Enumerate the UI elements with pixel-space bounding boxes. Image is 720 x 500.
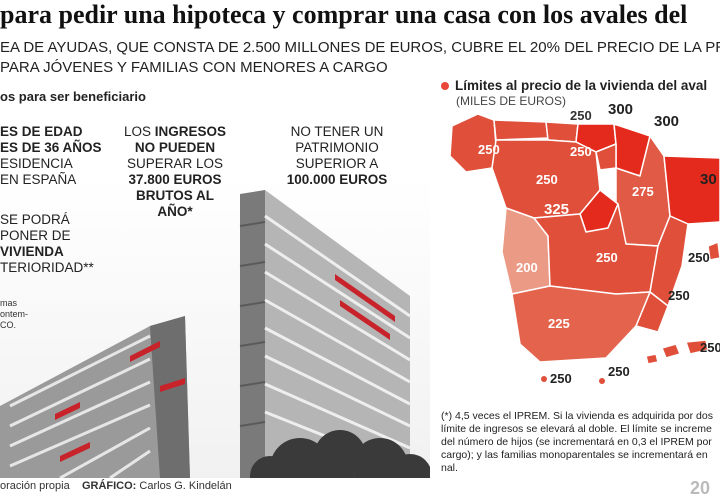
- headline: para pedir una hipoteca y comprar una ca…: [0, 0, 688, 29]
- property-line-2: PONER DE: [0, 228, 71, 243]
- property-line-3: VIVIENDA: [0, 244, 64, 259]
- label-extremadura: 200: [516, 260, 538, 275]
- label-andalucia: 225: [548, 316, 570, 331]
- income-line-4: 37.800 EUROS: [128, 172, 222, 187]
- region-canarias-1: [661, 343, 681, 359]
- spain-map: 250 250 250 300 300 250 325 275 30 200 2…: [449, 101, 720, 386]
- photo-caption-l3: CO.: [0, 320, 17, 330]
- region-canarias-2: [685, 339, 709, 355]
- label-aragon: 275: [632, 184, 654, 199]
- label-navarra: 300: [654, 113, 679, 130]
- label-baleares: 250: [700, 340, 720, 355]
- income-line-1a: LOS: [123, 124, 155, 139]
- region-asturias: [493, 119, 549, 141]
- label-canarias: 250: [608, 364, 630, 379]
- label-madrid: 325: [544, 201, 569, 218]
- footer-credit-name: Carlos G. Kindelán: [139, 480, 232, 492]
- income-line-1b: INGRESOS: [154, 124, 227, 139]
- label-castilla-leon: 250: [536, 172, 558, 187]
- map-unit: (MILES DE EUROS): [456, 94, 567, 108]
- subtitle-line-2: PARA JÓVENES Y FAMILIAS CON MENORES A CA…: [0, 59, 388, 76]
- map-title-text: Límites al precio de la vivienda del ava…: [455, 78, 708, 93]
- wealth-line-1: NO TENER UN: [290, 124, 384, 139]
- requirement-wealth: NO TENER UN PATRIMONIO SUPERIOR A 100.00…: [278, 124, 396, 188]
- label-asturias: 250: [570, 108, 592, 123]
- region-andalucia: [511, 285, 651, 363]
- age-line-2: ES DE 36 AÑOS: [0, 140, 102, 155]
- wealth-line-2: PATRIMONIO: [295, 140, 379, 155]
- requirement-age: ES DE EDAD ES DE 36 AÑOS ESIDENCIA EN ES…: [0, 124, 108, 188]
- label-ceuta: 250: [550, 371, 572, 386]
- year-watermark: 20: [690, 478, 711, 498]
- region-ceuta: [541, 376, 547, 382]
- label-valencia: 250: [688, 250, 710, 265]
- building-photo: [0, 176, 430, 478]
- age-line-1: ES DE EDAD: [0, 124, 83, 139]
- region-cataluna: [663, 155, 720, 225]
- footnote: (*) 4,5 veces el IPREM. Si la vivienda e…: [441, 410, 713, 474]
- subtitle-line-1: EA DE AYUDAS, QUE CONSTA DE 2.500 MILLON…: [0, 39, 720, 56]
- region-castilla-la-mancha: [533, 203, 659, 295]
- income-line-5: BRUTOS AL AÑO*: [135, 188, 214, 219]
- region-canarias-3: [645, 353, 659, 365]
- requirements-label: os para ser beneficiario: [0, 89, 146, 104]
- income-line-3: SUPERAR LOS: [126, 156, 224, 171]
- region-baleares: [707, 241, 720, 261]
- map-title: Límites al precio de la vivienda del ava…: [441, 78, 707, 93]
- footer-credit-label: GRÁFICO:: [81, 480, 137, 492]
- label-pais-vasco: 300: [608, 101, 633, 118]
- label-murcia: 250: [668, 288, 690, 303]
- property-line-1: SE PODRÁ: [0, 212, 70, 227]
- label-galicia: 250: [478, 142, 500, 157]
- age-line-3: ESIDENCIA: [0, 156, 73, 171]
- requirement-property: SE PODRÁ PONER DE VIVIENDA TERIORIDAD**: [0, 212, 108, 276]
- wealth-line-3: SUPERIOR A: [295, 156, 379, 171]
- photo-caption: mas ontem- CO.: [0, 298, 28, 331]
- photo-caption-l2: ontem-: [0, 309, 29, 319]
- income-line-2: NO PUEDEN: [134, 140, 216, 155]
- requirement-income: LOS INGRESOS NO PUEDEN SUPERAR LOS 37.80…: [120, 124, 230, 220]
- label-cantabria: 250: [570, 144, 592, 159]
- region-cantabria: [545, 121, 579, 143]
- property-line-4: TERIORIDAD**: [0, 260, 94, 275]
- footer-source: oración propia: [0, 480, 70, 492]
- footer-credits: oración propia GRÁFICO: Carlos G. Kindel…: [0, 480, 232, 492]
- label-cataluna: 30: [700, 171, 717, 188]
- label-castilla-la-mancha: 250: [596, 250, 618, 265]
- wealth-line-4: 100.000 EUROS: [286, 172, 388, 187]
- age-line-4: EN ESPAÑA: [0, 172, 77, 187]
- region-melilla: [599, 378, 605, 384]
- photo-caption-l1: mas: [0, 298, 18, 308]
- bullet-dot-icon: [441, 82, 449, 91]
